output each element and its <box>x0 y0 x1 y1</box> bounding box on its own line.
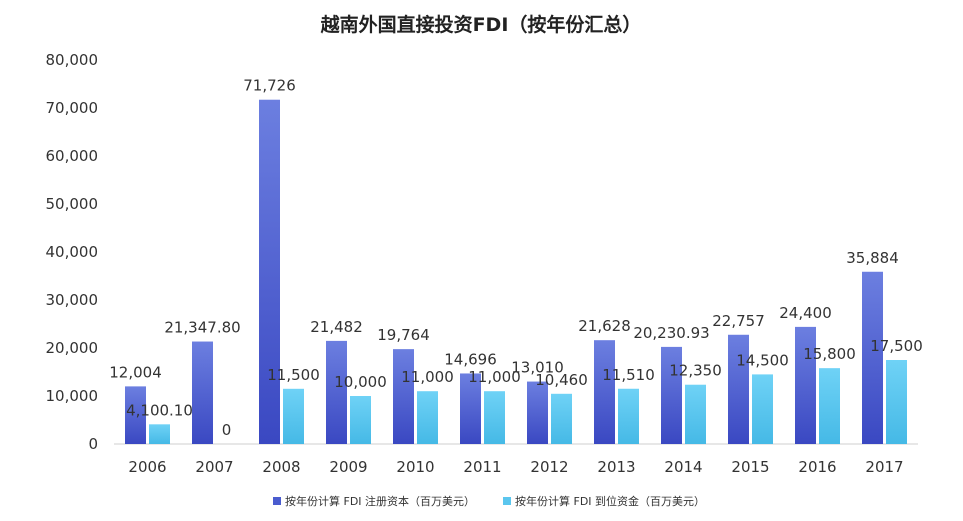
legend-swatch-registered <box>273 497 281 505</box>
x-tick-label: 2009 <box>329 458 367 476</box>
x-tick-label: 2010 <box>396 458 434 476</box>
x-tick-label: 2016 <box>798 458 836 476</box>
data-label-disbursed: 17,500 <box>870 337 923 355</box>
data-label-disbursed: 11,000 <box>468 368 521 386</box>
bar-disbursed-capital <box>618 388 639 444</box>
data-label-registered: 35,884 <box>846 249 899 267</box>
data-label-disbursed: 11,000 <box>401 368 454 386</box>
legend-label-disbursed: 按年份计算 FDI 到位资金（百万美元） <box>515 494 705 508</box>
x-tick-label: 2017 <box>865 458 903 476</box>
data-label-registered: 22,757 <box>712 312 765 330</box>
data-label-registered: 19,764 <box>377 326 430 344</box>
bar-disbursed-capital <box>752 374 773 444</box>
data-label-registered: 21,482 <box>310 318 363 336</box>
bar-registered-capital <box>393 349 414 444</box>
bar-registered-capital <box>326 340 347 444</box>
data-label-registered: 12,004 <box>109 363 162 381</box>
x-tick-label: 2008 <box>262 458 300 476</box>
y-tick-label: 10,000 <box>46 387 99 405</box>
data-label-registered: 14,696 <box>444 350 497 368</box>
x-tick-label: 2014 <box>664 458 702 476</box>
data-label-disbursed: 10,000 <box>334 373 387 391</box>
y-tick-label: 60,000 <box>46 147 99 165</box>
bar-registered-capital <box>460 373 481 444</box>
data-label-disbursed: 4,100.10 <box>126 401 193 419</box>
bar-registered-capital <box>527 381 548 444</box>
bar-disbursed-capital <box>484 391 505 444</box>
chart-title: 越南外国直接投资FDI（按年份汇总） <box>320 13 642 36</box>
x-tick-label: 2015 <box>731 458 769 476</box>
data-label-disbursed: 11,510 <box>602 366 655 384</box>
y-tick-label: 30,000 <box>46 291 99 309</box>
legend-swatch-disbursed <box>503 497 511 505</box>
bar-registered-capital <box>862 271 883 444</box>
bar-disbursed-capital <box>350 396 371 444</box>
data-label-disbursed: 12,350 <box>669 362 722 380</box>
y-tick-label: 50,000 <box>46 195 99 213</box>
data-label-disbursed: 14,500 <box>736 351 789 369</box>
data-label-registered: 20,230.93 <box>633 324 709 342</box>
data-label-registered: 21,347.80 <box>164 319 240 337</box>
bar-disbursed-capital <box>685 384 706 444</box>
x-tick-label: 2006 <box>128 458 166 476</box>
bar-registered-capital <box>192 341 213 444</box>
bar-disbursed-capital <box>283 388 304 444</box>
y-tick-label: 0 <box>88 435 98 453</box>
bar-disbursed-capital <box>819 368 840 444</box>
bar-registered-capital <box>795 326 816 444</box>
bar-disbursed-capital <box>551 393 572 444</box>
bar-registered-capital <box>259 99 280 444</box>
x-tick-label: 2012 <box>530 458 568 476</box>
bar-disbursed-capital <box>886 360 907 444</box>
data-label-disbursed: 11,500 <box>267 366 320 384</box>
bar-registered-capital <box>594 340 615 444</box>
bar-registered-capital <box>125 386 146 444</box>
x-tick-label: 2011 <box>463 458 501 476</box>
data-label-disbursed: 15,800 <box>803 345 856 363</box>
y-tick-label: 80,000 <box>46 51 99 69</box>
x-tick-label: 2013 <box>597 458 635 476</box>
bar-registered-capital <box>728 334 749 444</box>
legend-label-registered: 按年份计算 FDI 注册资本（百万美元） <box>285 494 475 508</box>
y-tick-label: 70,000 <box>46 99 99 117</box>
y-tick-label: 20,000 <box>46 339 99 357</box>
data-label-disbursed: 0 <box>222 421 232 439</box>
bar-disbursed-capital <box>149 424 170 444</box>
bar-registered-capital <box>661 346 682 444</box>
data-label-disbursed: 10,460 <box>535 371 588 389</box>
data-label-registered: 24,400 <box>779 304 832 322</box>
x-tick-label: 2007 <box>195 458 233 476</box>
data-label-registered: 71,726 <box>243 77 296 95</box>
data-label-registered: 21,628 <box>578 317 631 335</box>
data-label-registered: 13,010 <box>511 359 564 377</box>
bar-disbursed-capital <box>417 391 438 444</box>
y-tick-label: 40,000 <box>46 243 99 261</box>
